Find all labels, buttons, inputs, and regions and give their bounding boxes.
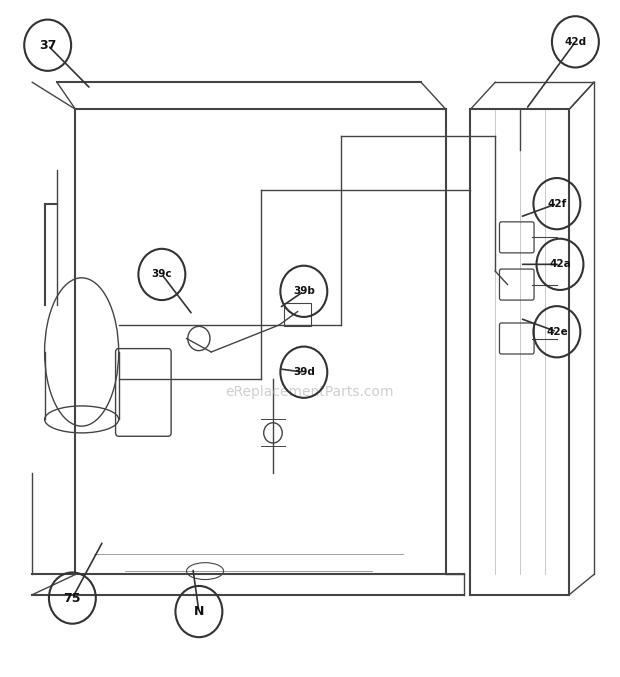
Text: 42f: 42f (547, 198, 567, 209)
Text: N: N (193, 605, 204, 618)
Text: 42d: 42d (564, 37, 587, 47)
Text: 39d: 39d (293, 367, 315, 377)
Text: 42e: 42e (546, 327, 568, 336)
Text: eReplacementParts.com: eReplacementParts.com (226, 385, 394, 399)
Text: 39c: 39c (151, 269, 172, 280)
Text: 42a: 42a (549, 259, 571, 269)
Text: 37: 37 (39, 39, 56, 51)
Text: 75: 75 (64, 592, 81, 605)
Text: 39b: 39b (293, 286, 315, 297)
